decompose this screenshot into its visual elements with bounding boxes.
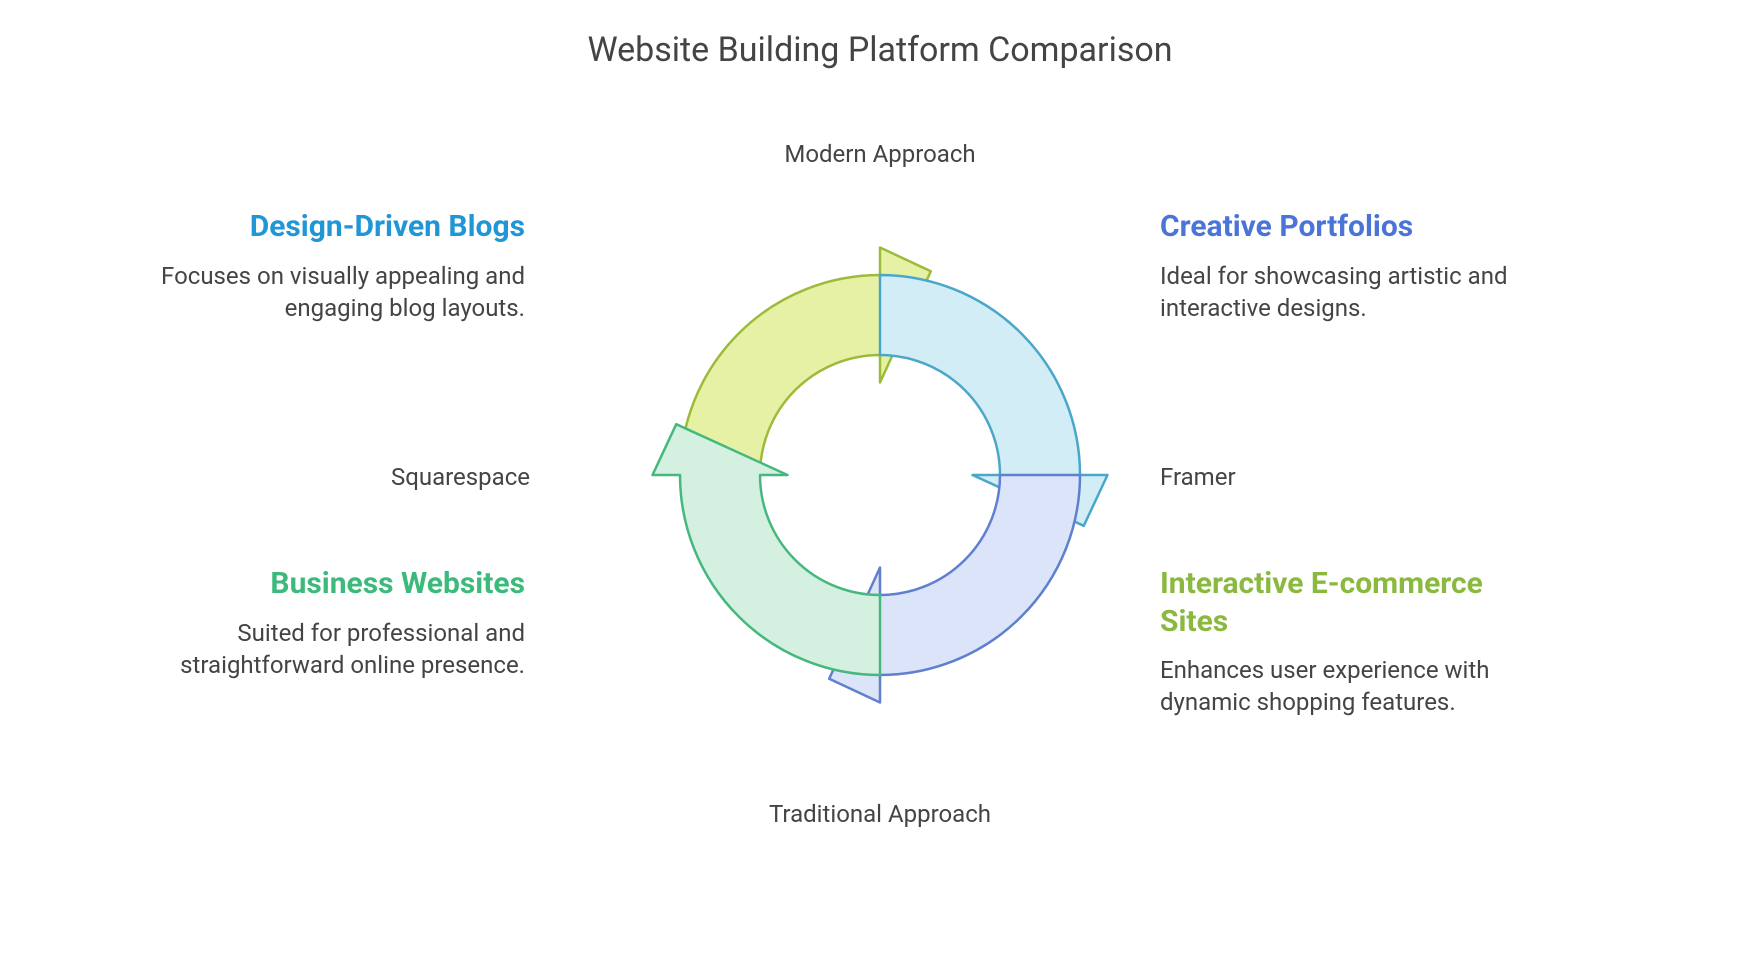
quadrant-title: Interactive E-commerce Sites <box>1160 565 1540 640</box>
quadrant-desc: Enhances user experience with dynamic sh… <box>1160 654 1540 719</box>
quadrant-desc: Suited for professional and straightforw… <box>145 617 525 682</box>
axis-label-left: Squarespace <box>320 463 530 491</box>
quadrant-bottom-left: Business Websites Suited for professiona… <box>145 565 525 681</box>
quadrant-title: Creative Portfolios <box>1160 208 1540 246</box>
diagram-container: Website Building Platform Comparison Mod… <box>0 0 1760 960</box>
axis-label-bottom: Traditional Approach <box>0 800 1760 828</box>
quadrant-desc: Ideal for showcasing artistic and intera… <box>1160 260 1540 325</box>
axis-label-right: Framer <box>1160 463 1380 491</box>
quadrant-title: Design-Driven Blogs <box>145 208 525 246</box>
quadrant-desc: Focuses on visually appealing and engagi… <box>145 260 525 325</box>
quadrant-top-left: Design-Driven Blogs Focuses on visually … <box>145 208 525 324</box>
quadrant-bottom-right: Interactive E-commerce Sites Enhances us… <box>1160 565 1540 719</box>
cycle-segment-bottom-left <box>653 424 881 675</box>
quadrant-title: Business Websites <box>145 565 525 603</box>
cycle-diagram-icon <box>620 215 1140 735</box>
page-title: Website Building Platform Comparison <box>0 30 1760 70</box>
quadrant-top-right: Creative Portfolios Ideal for showcasing… <box>1160 208 1540 324</box>
axis-label-top: Modern Approach <box>0 140 1760 168</box>
